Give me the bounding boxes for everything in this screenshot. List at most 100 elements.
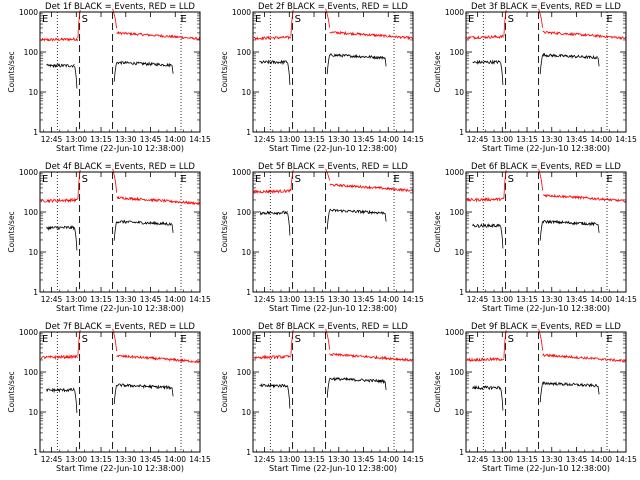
x-tick-label: 13:45 [353, 295, 375, 304]
y-tick-label: 10 [28, 88, 38, 97]
lld-series-before [466, 356, 505, 363]
marker-letter: S [82, 14, 88, 25]
lld-series-rise [77, 329, 81, 356]
x-tick-label: 13:00 [65, 135, 87, 144]
marker-letter: E [181, 334, 187, 345]
x-tick-label: 14:00 [377, 295, 399, 304]
x-tick-label: 13:30 [115, 455, 137, 464]
marker-letter: E [255, 334, 261, 345]
y-tick-label: 100 [24, 368, 39, 377]
x-tick-label: 13:00 [491, 455, 513, 464]
y-axis-label: Counts/sec [433, 371, 442, 412]
events-series-rise [113, 62, 117, 82]
y-tick-label: 1 [33, 128, 38, 137]
events-series-dip [287, 212, 291, 236]
marker-letter: E [181, 174, 187, 185]
x-tick-label: 13:00 [491, 295, 513, 304]
x-tick-label: 13:15 [303, 295, 325, 304]
lld-series-fall [112, 328, 117, 352]
x-axis-label: Start Time (22-Jun-10 12:38:00) [269, 304, 397, 313]
x-tick-label: 14:00 [590, 295, 612, 304]
events-series-dip [287, 385, 291, 409]
plot-frame [39, 11, 201, 133]
events-series-end [597, 57, 600, 67]
marker-letter: E [468, 14, 474, 25]
x-tick-label: 13:00 [278, 135, 300, 144]
y-tick-label: 1 [33, 288, 38, 297]
x-tick-label: 12:45 [41, 295, 63, 304]
lld-series-after [542, 30, 627, 41]
x-tick-label: 12:45 [254, 295, 276, 304]
marker-letter: E [255, 174, 261, 185]
marker-letter: E [607, 334, 613, 345]
marker-letter: S [82, 334, 88, 345]
events-series-after [542, 52, 598, 60]
y-tick-label: 1000 [232, 168, 251, 177]
y-tick-label: 100 [450, 368, 465, 377]
panel-title: Det 1f BLACK = Events, RED = LLD [45, 2, 195, 12]
y-tick-label: 100 [450, 208, 465, 217]
x-tick-label: 13:45 [353, 135, 375, 144]
events-series-dip [500, 387, 504, 411]
marker-letter: E [394, 174, 400, 185]
y-axis-label: Counts/sec [7, 51, 16, 92]
y-tick-label: 1 [459, 448, 464, 457]
marker-letter: S [295, 174, 301, 185]
events-series-end [384, 212, 387, 222]
plot-frame [39, 331, 201, 453]
lld-series-after [329, 352, 413, 363]
marker-letter: E [181, 14, 187, 25]
events-series-after [329, 208, 385, 216]
x-tick-label: 13:00 [65, 455, 87, 464]
x-tick-label: 13:45 [353, 455, 375, 464]
x-tick-label: 12:45 [41, 455, 63, 464]
x-tick-label: 14:15 [615, 135, 637, 144]
marker-letter: S [508, 174, 514, 185]
lld-series-after [542, 353, 627, 363]
panel-title: Det 4f BLACK = Events, RED = LLD [45, 162, 195, 172]
plot-frame [465, 11, 627, 133]
lld-series-after [542, 193, 627, 203]
y-tick-label: 10 [241, 88, 251, 97]
y-tick-label: 10 [454, 408, 464, 417]
lld-series-before [40, 354, 79, 360]
x-tick-label: 14:15 [615, 295, 637, 304]
y-axis-label: Counts/sec [433, 51, 442, 92]
x-tick-label: 13:00 [278, 455, 300, 464]
events-series-end [597, 385, 600, 395]
lld-series-after [116, 195, 201, 206]
x-tick-label: 13:30 [328, 135, 350, 144]
events-series-dip [74, 65, 78, 89]
events-series-before [472, 223, 501, 229]
x-axis-label: Start Time (22-Jun-10 12:38:00) [482, 144, 610, 153]
x-tick-label: 13:00 [278, 295, 300, 304]
x-axis-label: Start Time (22-Jun-10 12:38:00) [56, 304, 184, 313]
lld-series-after [329, 183, 414, 193]
x-tick-label: 13:15 [303, 135, 325, 144]
events-series-end [171, 387, 174, 397]
events-series-rise [539, 221, 543, 241]
lld-series-before [253, 354, 292, 360]
events-series-before [472, 385, 501, 391]
plot-frame [252, 11, 414, 133]
events-series-end [171, 224, 174, 233]
y-tick-label: 1000 [19, 168, 38, 177]
y-tick-label: 1000 [19, 328, 38, 337]
x-tick-label: 13:45 [140, 295, 162, 304]
lld-series-before [466, 34, 504, 40]
marker-letter: E [607, 14, 613, 25]
panel-title: Det 5f BLACK = Events, RED = LLD [258, 162, 408, 172]
marker-letter: E [607, 174, 613, 185]
y-tick-label: 1 [459, 288, 464, 297]
x-tick-label: 14:00 [590, 135, 612, 144]
y-tick-label: 1000 [19, 8, 38, 17]
x-tick-label: 12:45 [467, 135, 489, 144]
y-tick-label: 1000 [232, 328, 251, 337]
events-series-after [542, 219, 598, 227]
events-series-dip [74, 227, 78, 251]
